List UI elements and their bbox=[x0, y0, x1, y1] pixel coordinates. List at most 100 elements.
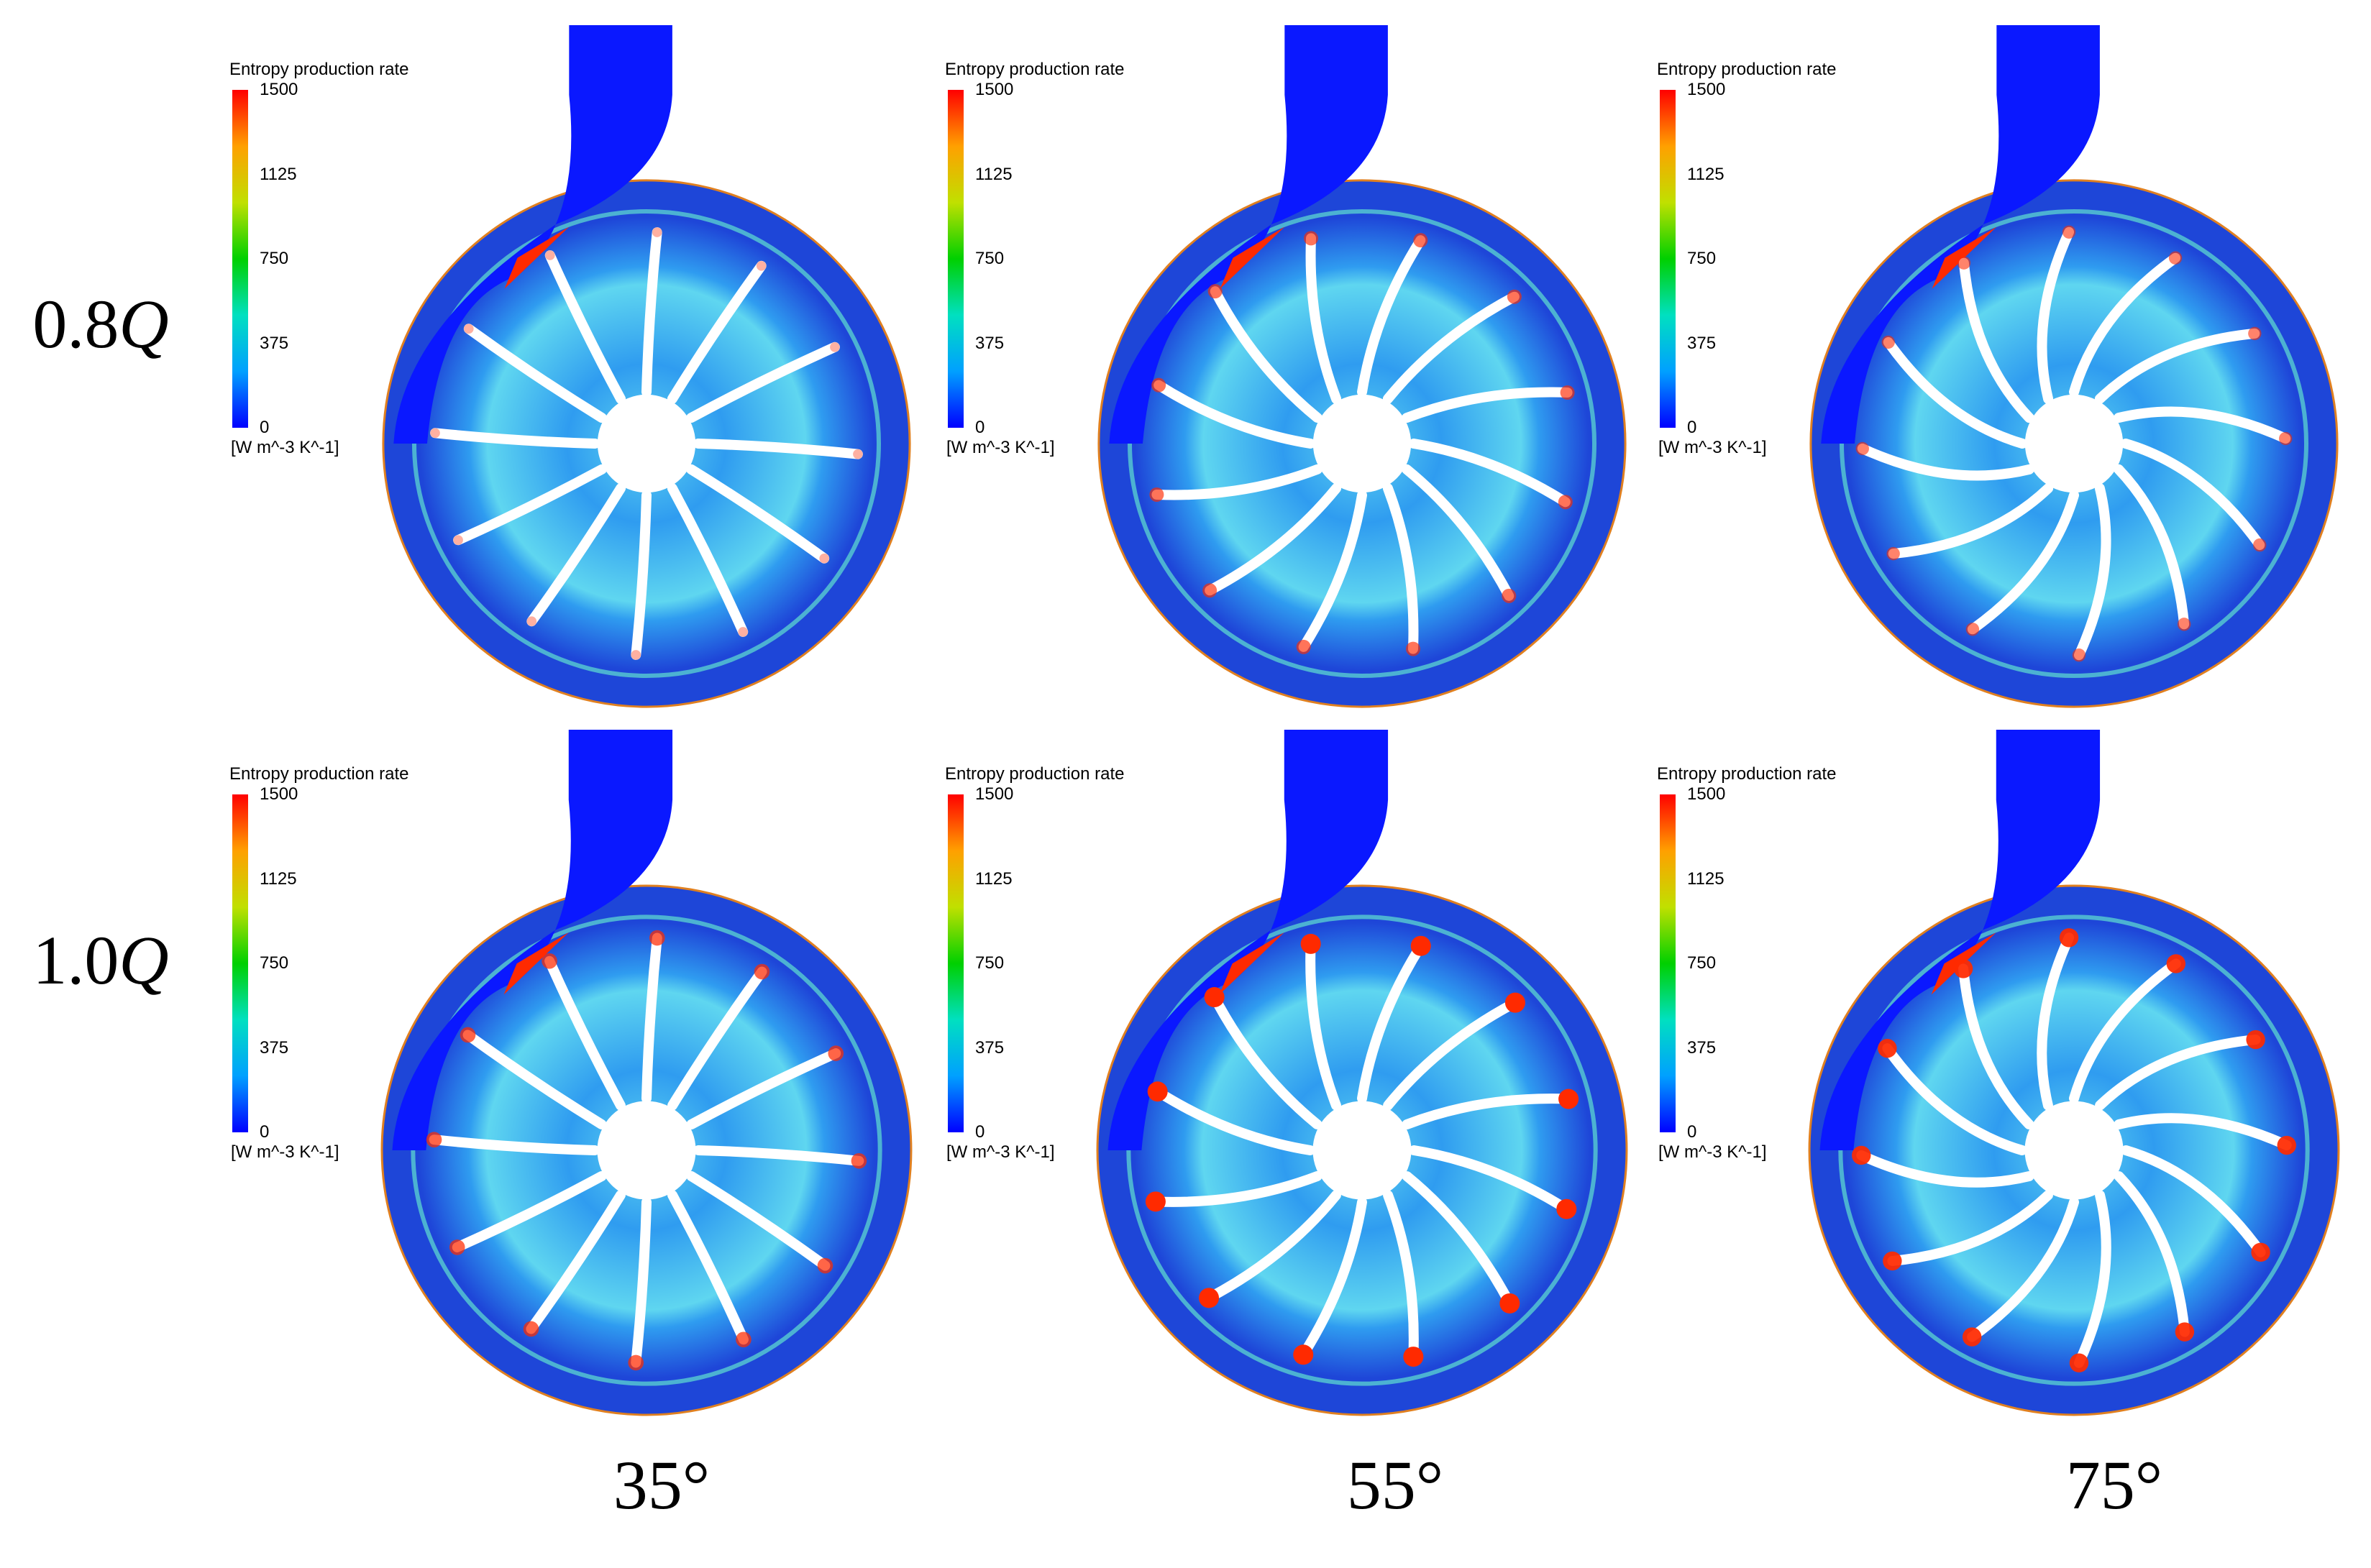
blade-tip-hotspot bbox=[1962, 1327, 1982, 1347]
contour-plot bbox=[1660, 25, 2339, 708]
blade-tip-hotspot bbox=[2059, 928, 2079, 948]
blade-tip-hotspot bbox=[1300, 933, 1321, 954]
impeller-blade bbox=[1408, 439, 1571, 508]
impeller-blade bbox=[544, 250, 626, 404]
impeller-blade bbox=[2069, 958, 2181, 1104]
contour-panel: Entropy production rate 1500 1125 750 375 0 [W… bbox=[935, 730, 1647, 1431]
impeller-blade bbox=[1888, 483, 2054, 559]
colorbar-tick: 0 bbox=[260, 418, 270, 437]
blade-tip-hotspot bbox=[1558, 1088, 1579, 1109]
impeller-blade bbox=[1409, 1145, 1572, 1214]
impeller-blade bbox=[1210, 286, 1322, 423]
blade-tip-hotspot bbox=[1883, 1251, 1902, 1271]
colorbar-tick: 375 bbox=[975, 1037, 1005, 1058]
blade-tip-hotspot bbox=[1953, 959, 1973, 978]
colorbar-title: Entropy production rate bbox=[945, 764, 1125, 784]
blade-tip-hotspot bbox=[819, 553, 829, 564]
impeller-blade bbox=[686, 341, 840, 423]
impeller-blade bbox=[2114, 1113, 2292, 1151]
impeller-blade bbox=[1152, 1086, 1315, 1155]
inlet-pipe bbox=[1821, 25, 2100, 444]
blade-tip-hotspot bbox=[1852, 1145, 1871, 1165]
impeller-blade bbox=[2114, 464, 2190, 630]
colorbar-tick: 1500 bbox=[260, 80, 298, 99]
colorbar-tick: 750 bbox=[260, 249, 289, 268]
impeller-blade bbox=[430, 428, 600, 449]
colorbar bbox=[232, 90, 248, 428]
colorbar-tick: 375 bbox=[260, 1037, 289, 1058]
colorbar bbox=[1660, 794, 1676, 1132]
colorbar bbox=[948, 90, 964, 428]
blade-tip-hotspot bbox=[738, 627, 749, 637]
colorbar-tick: 750 bbox=[1687, 249, 1717, 268]
blade-tip-hotspot bbox=[1304, 231, 1319, 246]
col-label-2: 75° bbox=[2065, 1446, 2163, 1523]
impeller-blade bbox=[1958, 963, 2034, 1129]
impeller-blade bbox=[463, 324, 607, 423]
blade-tip-hotspot bbox=[756, 261, 767, 271]
blade-tip-hotspot bbox=[1149, 487, 1164, 502]
impeller-blade bbox=[1382, 291, 1520, 404]
colorbar-tick: 375 bbox=[1687, 333, 1717, 353]
inlet-pipe bbox=[1109, 25, 1388, 444]
colorbar-units: [W m^-3 K^-1] bbox=[946, 438, 1055, 457]
colorbar-tick: 1500 bbox=[1687, 80, 1726, 99]
blade-tip-hotspot bbox=[453, 535, 463, 546]
colorbar-tick: 1125 bbox=[260, 164, 297, 184]
blade-tip-hotspot bbox=[2279, 431, 2293, 446]
colorbar-units: [W m^-3 K^-1] bbox=[946, 1142, 1055, 1162]
blade-tip-hotspot bbox=[1556, 1198, 1577, 1219]
blade-tip-hotspot bbox=[430, 428, 440, 439]
hub bbox=[597, 394, 696, 493]
contour-panel: Entropy production rate 1500 1125 750 375 0 [W… bbox=[219, 730, 931, 1431]
impeller-blade bbox=[1402, 464, 1515, 601]
impeller-blade bbox=[2095, 1035, 2261, 1111]
colorbar-tick: 375 bbox=[260, 333, 289, 353]
impeller-blade bbox=[1857, 443, 2034, 481]
contour-panel: Entropy production rate 1500 1125 750 375 0 [W… bbox=[1647, 25, 2359, 723]
impeller-blade bbox=[1357, 940, 1426, 1104]
blade-tip-hotspot bbox=[2069, 1353, 2089, 1372]
impeller-blade bbox=[1856, 1150, 2034, 1188]
hub bbox=[2024, 1101, 2124, 1200]
impeller-blade bbox=[693, 439, 863, 459]
colorbar-tick: 1500 bbox=[975, 80, 1014, 99]
blade-tip-hotspot bbox=[1293, 1344, 1314, 1365]
colorbar bbox=[1660, 90, 1676, 428]
impeller-blade bbox=[1150, 1171, 1322, 1207]
impeller-blade bbox=[1402, 387, 1573, 423]
colorbar-tick: 0 bbox=[975, 1122, 985, 1142]
hub bbox=[597, 1101, 696, 1200]
col-label-0: 35° bbox=[613, 1446, 711, 1523]
colorbar-tick: 1125 bbox=[975, 164, 1013, 184]
impeller-blade bbox=[2114, 1171, 2190, 1337]
colorbar-tick: 1125 bbox=[1687, 868, 1724, 889]
impeller-blade bbox=[631, 1197, 652, 1368]
impeller-blade bbox=[1153, 380, 1316, 449]
colorbar-tick: 750 bbox=[260, 953, 289, 973]
impeller-blade bbox=[2037, 932, 2075, 1111]
blade-tip-hotspot bbox=[542, 953, 557, 969]
blade-tip-hotspot bbox=[1504, 992, 1525, 1013]
impeller-blade bbox=[667, 966, 767, 1111]
blade-tip-hotspot bbox=[2253, 538, 2267, 552]
colorbar-tick: 750 bbox=[975, 249, 1005, 268]
tongue-hotspot bbox=[1932, 226, 1997, 289]
blade-tip-hotspot bbox=[426, 1132, 442, 1148]
colorbar-tick: 1500 bbox=[260, 784, 298, 804]
colorbar-tick: 0 bbox=[260, 1122, 270, 1142]
blade-tip-hotspot bbox=[1855, 441, 1869, 456]
impeller-blade bbox=[667, 260, 767, 404]
impeller-blade bbox=[686, 1048, 841, 1129]
blade-tip-hotspot bbox=[2251, 1242, 2270, 1262]
blade-tip-hotspot bbox=[736, 1331, 751, 1348]
impeller-blade bbox=[1298, 490, 1367, 652]
impeller-blade bbox=[526, 483, 626, 627]
impeller-blade bbox=[2114, 406, 2291, 444]
blade-tip-hotspot bbox=[652, 227, 662, 237]
impeller-blade bbox=[2121, 1145, 2266, 1257]
blade-tip-hotspot bbox=[1957, 256, 1971, 270]
blade-tip-hotspot bbox=[1560, 385, 1575, 400]
contour-plot bbox=[948, 25, 1627, 708]
